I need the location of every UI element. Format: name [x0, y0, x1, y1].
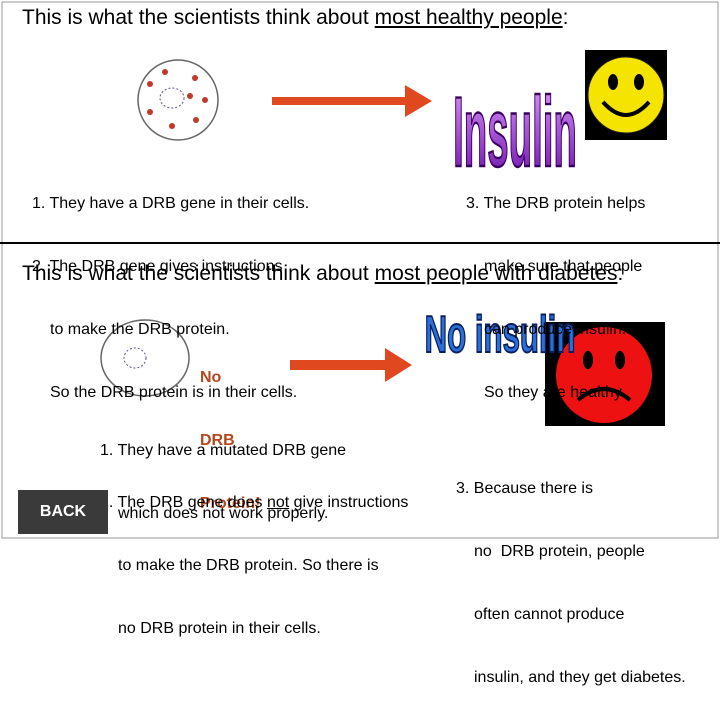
point: 1. They have a DRB gene in their cells. — [32, 195, 310, 212]
point-line: 2. The DRB gene does not give instructio… — [100, 492, 408, 513]
insulin-label: Insulin — [453, 76, 577, 187]
note-line: No — [200, 369, 222, 386]
heading: This is what the scientists think about m… — [22, 262, 623, 286]
point: So they are healthy. — [484, 384, 626, 401]
heading-end: : — [617, 262, 624, 285]
point: 2. The DRB gene does not give instructio… — [100, 450, 408, 660]
note-line: Protein! — [200, 495, 261, 512]
smiley-face — [587, 56, 665, 134]
no-insulin-label: No insulin — [425, 306, 576, 364]
point-line: 3. Because there is — [456, 480, 593, 497]
point-line: 1. They have a mutated DRB gene — [100, 442, 347, 459]
point: make sure that people — [484, 258, 643, 275]
heading-underlined: most people with diabetes — [374, 262, 618, 285]
note-line: DRB — [200, 432, 235, 449]
point-line: which does not work properly. — [118, 505, 329, 522]
point-line: insulin, and they get diabetes. — [474, 669, 686, 686]
arrow — [272, 85, 432, 117]
heading-underlined: most healthy people — [374, 6, 563, 29]
slide: Insulin No insulin This is what the scie… — [0, 1, 720, 686]
point: So the DRB protein is in their cells. — [50, 384, 298, 401]
point-line: no DRB protein in their cells. — [118, 620, 321, 637]
text: 2. The DRB gene does — [100, 494, 263, 511]
heading-text: This is what the scientists think about — [22, 6, 369, 29]
point: 1. They have a mutated DRB gene which do… — [100, 398, 346, 545]
heading-text: This is what the scientists think about — [22, 262, 369, 285]
point: can produce insulin. — [484, 321, 627, 338]
point-line: often cannot produce — [474, 606, 625, 623]
protein-note: No DRB Protein! — [200, 325, 260, 535]
point-list: 3. The DRB protein helps make sure that … — [466, 151, 645, 424]
point: 2. The DRB gene gives instructions — [32, 258, 283, 275]
text: give instructions — [293, 494, 409, 511]
point: 3. Because there is no DRB protein, peop… — [456, 436, 686, 709]
illustrations: Insulin No insulin — [0, 1, 720, 539]
healthy-cell — [137, 59, 219, 141]
sad-face — [556, 327, 652, 423]
back-button[interactable]: BACK — [18, 490, 108, 534]
point-line: to make the DRB protein. So there is — [118, 557, 379, 574]
heading-end: : — [562, 6, 569, 29]
point-list: 1. They have a DRB gene in their cells. … — [32, 151, 309, 424]
point: 3. The DRB protein helps — [466, 195, 646, 212]
heading: This is what the scientists think about m… — [22, 6, 568, 30]
diabetes-cell — [100, 319, 190, 397]
arrow — [290, 348, 412, 382]
point-line: no DRB protein, people — [474, 543, 645, 560]
point: to make the DRB protein. — [50, 321, 230, 338]
frame — [1, 1, 719, 539]
underlined-text: not — [266, 494, 290, 511]
